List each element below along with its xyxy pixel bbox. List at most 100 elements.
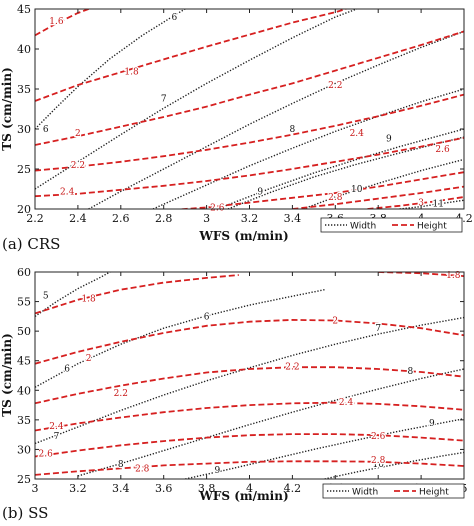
height-contour-2 [35, 30, 464, 146]
height-contour-label: 2.4 [350, 129, 365, 139]
height-contour-label: 2.4 [60, 187, 75, 197]
panel-label: (b) SS [2, 504, 48, 522]
plot-frame [34, 8, 465, 210]
width-contour-label: 5 [43, 292, 49, 302]
width-contour-9 [185, 418, 464, 479]
height-contour-2_4 [35, 401, 464, 432]
height-contour-label: 1.8 [446, 271, 461, 281]
height-contour-label: 2.2 [328, 81, 342, 91]
legend-label-width: Width [352, 488, 378, 498]
height-contour-label: 2.2 [285, 363, 299, 373]
y-axis-label: TS (cm/min) [0, 333, 14, 417]
width-contour-label: 7 [54, 432, 60, 442]
width-contour-label: 10 [372, 460, 384, 470]
legend-label-height: Height [417, 222, 447, 232]
height-contour-label: 2 [75, 129, 81, 139]
x-tick-label: 3 [32, 482, 39, 495]
y-axis-label: TS (cm/min) [0, 67, 14, 151]
width-contour-label: 9 [429, 419, 435, 429]
width-contour-label: 7 [375, 324, 381, 334]
height-contour-2_2 [35, 366, 464, 405]
width-contour-label: 8 [290, 125, 296, 135]
x-tick-label: 4 [246, 482, 253, 495]
y-tick-label: 45 [17, 355, 31, 368]
x-tick-label: 3.6 [155, 482, 173, 495]
width-contour-6 [35, 9, 186, 130]
y-tick-label: 40 [17, 384, 31, 397]
contour-lines [35, 272, 464, 479]
height-contour-2_8 [292, 185, 464, 209]
x-tick-label: 3 [203, 212, 210, 225]
y-tick-label: 30 [17, 443, 31, 456]
height-contour-label: 2.8 [371, 456, 386, 466]
width-contour-label: 11 [433, 199, 444, 209]
y-tick-label: 45 [17, 3, 31, 16]
height-contour-label: 2 [332, 316, 338, 326]
width-contour-label: 7 [161, 95, 167, 105]
width-contour-8 [77, 368, 464, 477]
height-contour-label: 2 [86, 354, 92, 364]
y-tick-label: 20 [17, 203, 31, 216]
width-contour-label: 9 [214, 466, 220, 476]
height-contour-label: 1.8 [124, 67, 139, 77]
x-tick-label: 3.4 [112, 482, 130, 495]
x-tick-label: 2.2 [26, 212, 44, 225]
height-contour-1_8 [35, 274, 239, 315]
height-contour-label: 2.6 [371, 432, 386, 442]
width-contour-label: 6 [64, 364, 70, 374]
width-contour-label: 6 [172, 13, 178, 23]
width-contour-9 [227, 136, 464, 209]
height-contour-2_8 [35, 460, 464, 476]
width-contour-label: 6 [43, 125, 49, 135]
width-contour-label: 10 [351, 185, 363, 195]
height-contour-2 [35, 318, 464, 365]
height-contour-2_6 [35, 433, 464, 458]
y-tick-label: 35 [17, 83, 31, 96]
x-tick-label: 3.2 [241, 212, 259, 225]
height-contour-label: 2.6 [435, 145, 450, 155]
height-contour-label: 1.6 [49, 17, 64, 27]
height-contour-2_2 [35, 93, 464, 172]
width-contour-8 [152, 88, 464, 209]
legend: Width Height [322, 483, 465, 499]
x-tick-label: 2.4 [69, 212, 87, 225]
y-tick-label: 40 [17, 43, 31, 56]
height-contour-label: 2.6 [210, 203, 225, 213]
width-contour-6 [35, 289, 325, 388]
x-tick-label: 2.8 [155, 212, 173, 225]
y-tick-label: 60 [17, 266, 31, 279]
y-tick-label: 35 [17, 414, 31, 427]
height-contour-1_8 [35, 9, 347, 102]
width-contour-11 [399, 199, 464, 209]
width-contour-7 [88, 30, 464, 209]
x-tick-label: 3.4 [284, 212, 302, 225]
height-contour-label: 2.6 [39, 450, 54, 460]
height-contour-label: 2.4 [339, 398, 354, 408]
width-contour-10 [302, 158, 464, 209]
height-contour-label: 2.2 [71, 161, 85, 171]
height-contour-label: 3 [418, 199, 424, 209]
legend: Width Height [320, 217, 463, 233]
height-contour-label: 2.8 [135, 464, 150, 474]
x-tick-label: 2.6 [112, 212, 130, 225]
height-contour-label: 2.8 [328, 193, 343, 203]
legend-box [320, 217, 463, 233]
height-contour-label: 2.4 [49, 422, 64, 432]
height-contour-2_6 [173, 171, 464, 209]
y-tick-label: 55 [17, 296, 31, 309]
width-contour-label: 9 [257, 187, 263, 197]
x-axis-label: WFS (m/min) [198, 229, 288, 243]
y-tick-label: 25 [17, 473, 31, 486]
y-tick-label: 30 [17, 123, 31, 136]
x-tick-label: 4.2 [284, 482, 302, 495]
height-contour-label: 2.2 [114, 389, 128, 399]
width-contour-label: 8 [408, 367, 414, 377]
width-contour-label: 9 [386, 135, 392, 145]
width-contour-7 [35, 316, 464, 445]
panel-label: (a) CRS [2, 235, 60, 253]
width-contour-6 [35, 9, 358, 190]
width-contour-label: 6 [204, 312, 210, 322]
x-tick-label: 3.8 [198, 482, 216, 495]
